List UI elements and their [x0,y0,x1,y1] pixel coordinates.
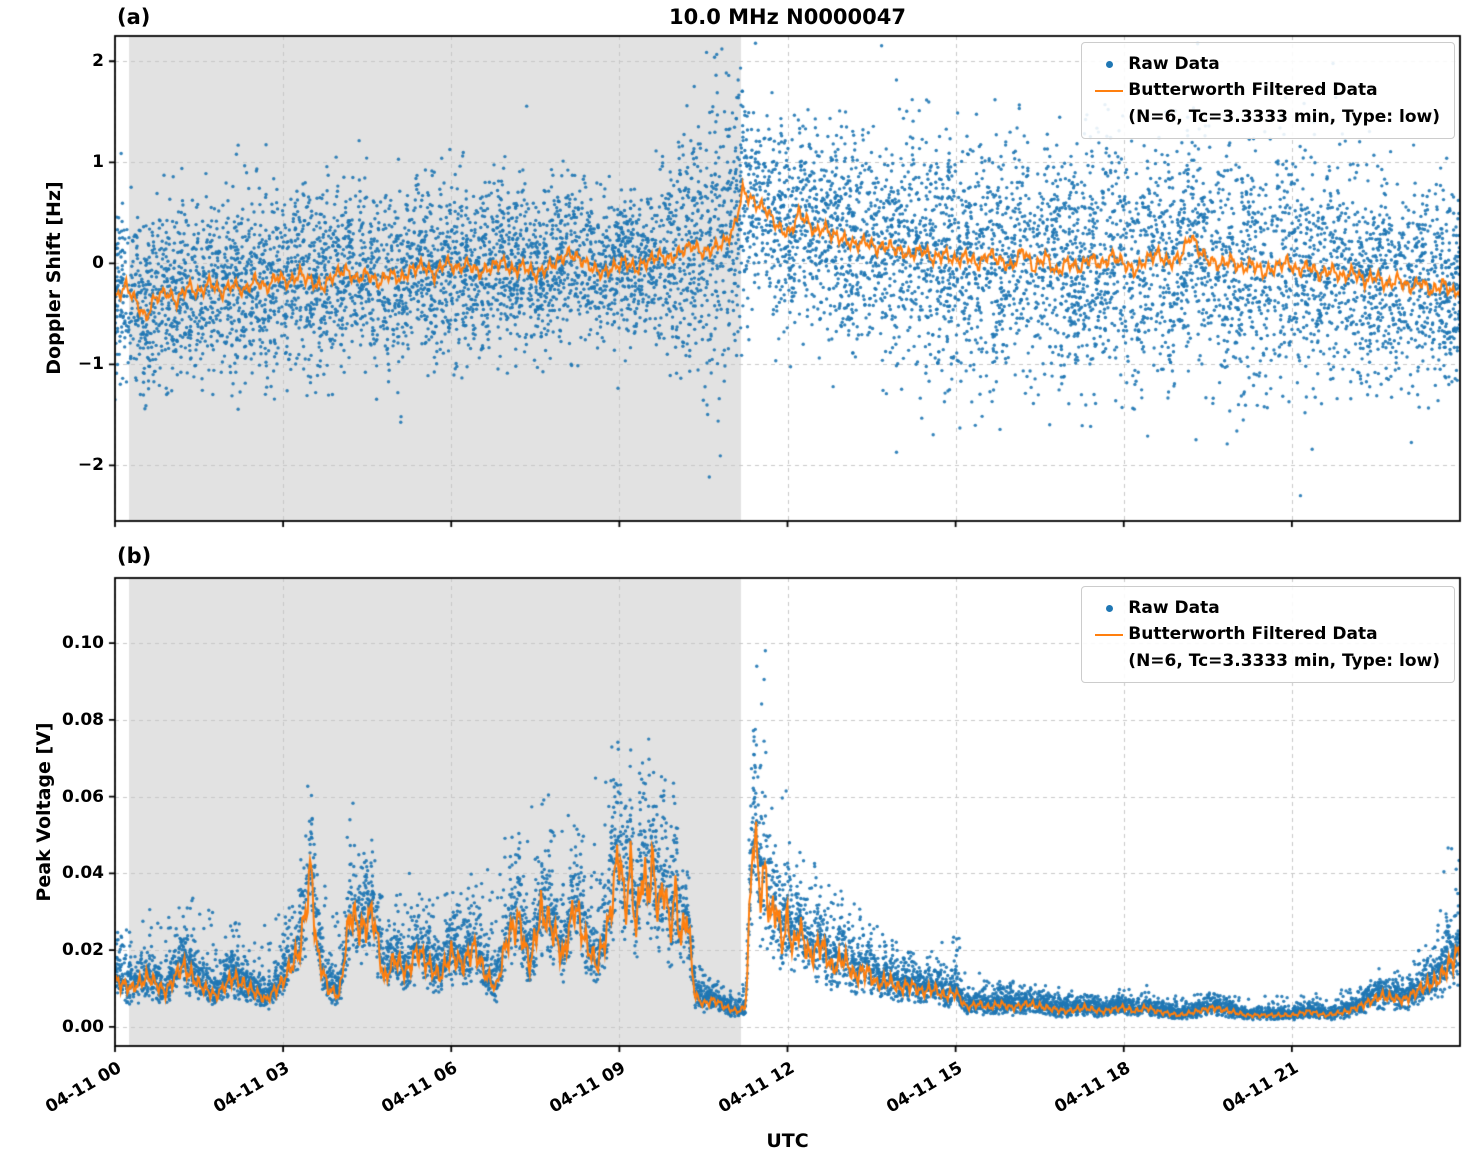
y-tick-label: 0.02 [62,940,104,961]
raw-data-dot-icon [1105,604,1113,612]
legend-raw-label: Raw Data [1128,54,1220,74]
y-tick-label: 1 [92,152,104,173]
legend-filtered-sublabel: (N=6, Tc=3.3333 min, Type: low) [1128,106,1440,127]
filtered-line-marker [1090,633,1128,636]
raw-data-dot-icon [1105,60,1113,68]
legend-raw-label: Raw Data [1128,598,1220,618]
legend-raw-row: Raw Data [1090,595,1440,621]
y-tick-label: −2 [77,455,104,476]
panel-b-ylabel: Peak Voltage [V] [33,722,55,902]
x-axis-label: UTC [766,1130,809,1152]
chart-title: 10.0 MHz N0000047 [669,5,906,29]
panel-b-legend: Raw Data Butterworth Filtered Data (N=6,… [1081,586,1455,684]
legend-filtered-row: Butterworth Filtered Data [1090,621,1440,647]
y-tick-label: 0.00 [62,1016,104,1037]
panel-a-legend: Raw Data Butterworth Filtered Data (N=6,… [1081,42,1455,140]
panel-a-ylabel: Doppler Shift [Hz] [43,181,65,375]
y-tick-label: 2 [92,51,104,72]
raw-data-marker [1090,60,1128,68]
y-tick-label: 0.04 [62,863,104,884]
panel-b-tag: (b) [117,544,152,568]
panel-a-tag: (a) [117,5,151,29]
legend-raw-row: Raw Data [1090,51,1440,77]
legend-filtered-subrow: (N=6, Tc=3.3333 min, Type: low) [1090,648,1440,674]
legend-filtered-label: Butterworth Filtered Data [1128,624,1378,645]
legend-filtered-subrow: (N=6, Tc=3.3333 min, Type: low) [1090,104,1440,130]
filtered-line-marker [1090,89,1128,92]
y-tick-label: −1 [77,354,104,375]
filtered-line-icon [1095,633,1124,636]
y-tick-label: 0.10 [62,633,104,654]
legend-filtered-row: Butterworth Filtered Data [1090,77,1440,103]
filtered-line-icon [1095,89,1124,92]
y-tick-label: 0.06 [62,786,104,807]
legend-filtered-sublabel: (N=6, Tc=3.3333 min, Type: low) [1128,650,1440,671]
raw-data-marker [1090,604,1128,612]
legend-filtered-label: Butterworth Filtered Data [1128,80,1378,101]
y-tick-label: 0 [92,253,104,274]
y-tick-label: 0.08 [62,709,104,730]
